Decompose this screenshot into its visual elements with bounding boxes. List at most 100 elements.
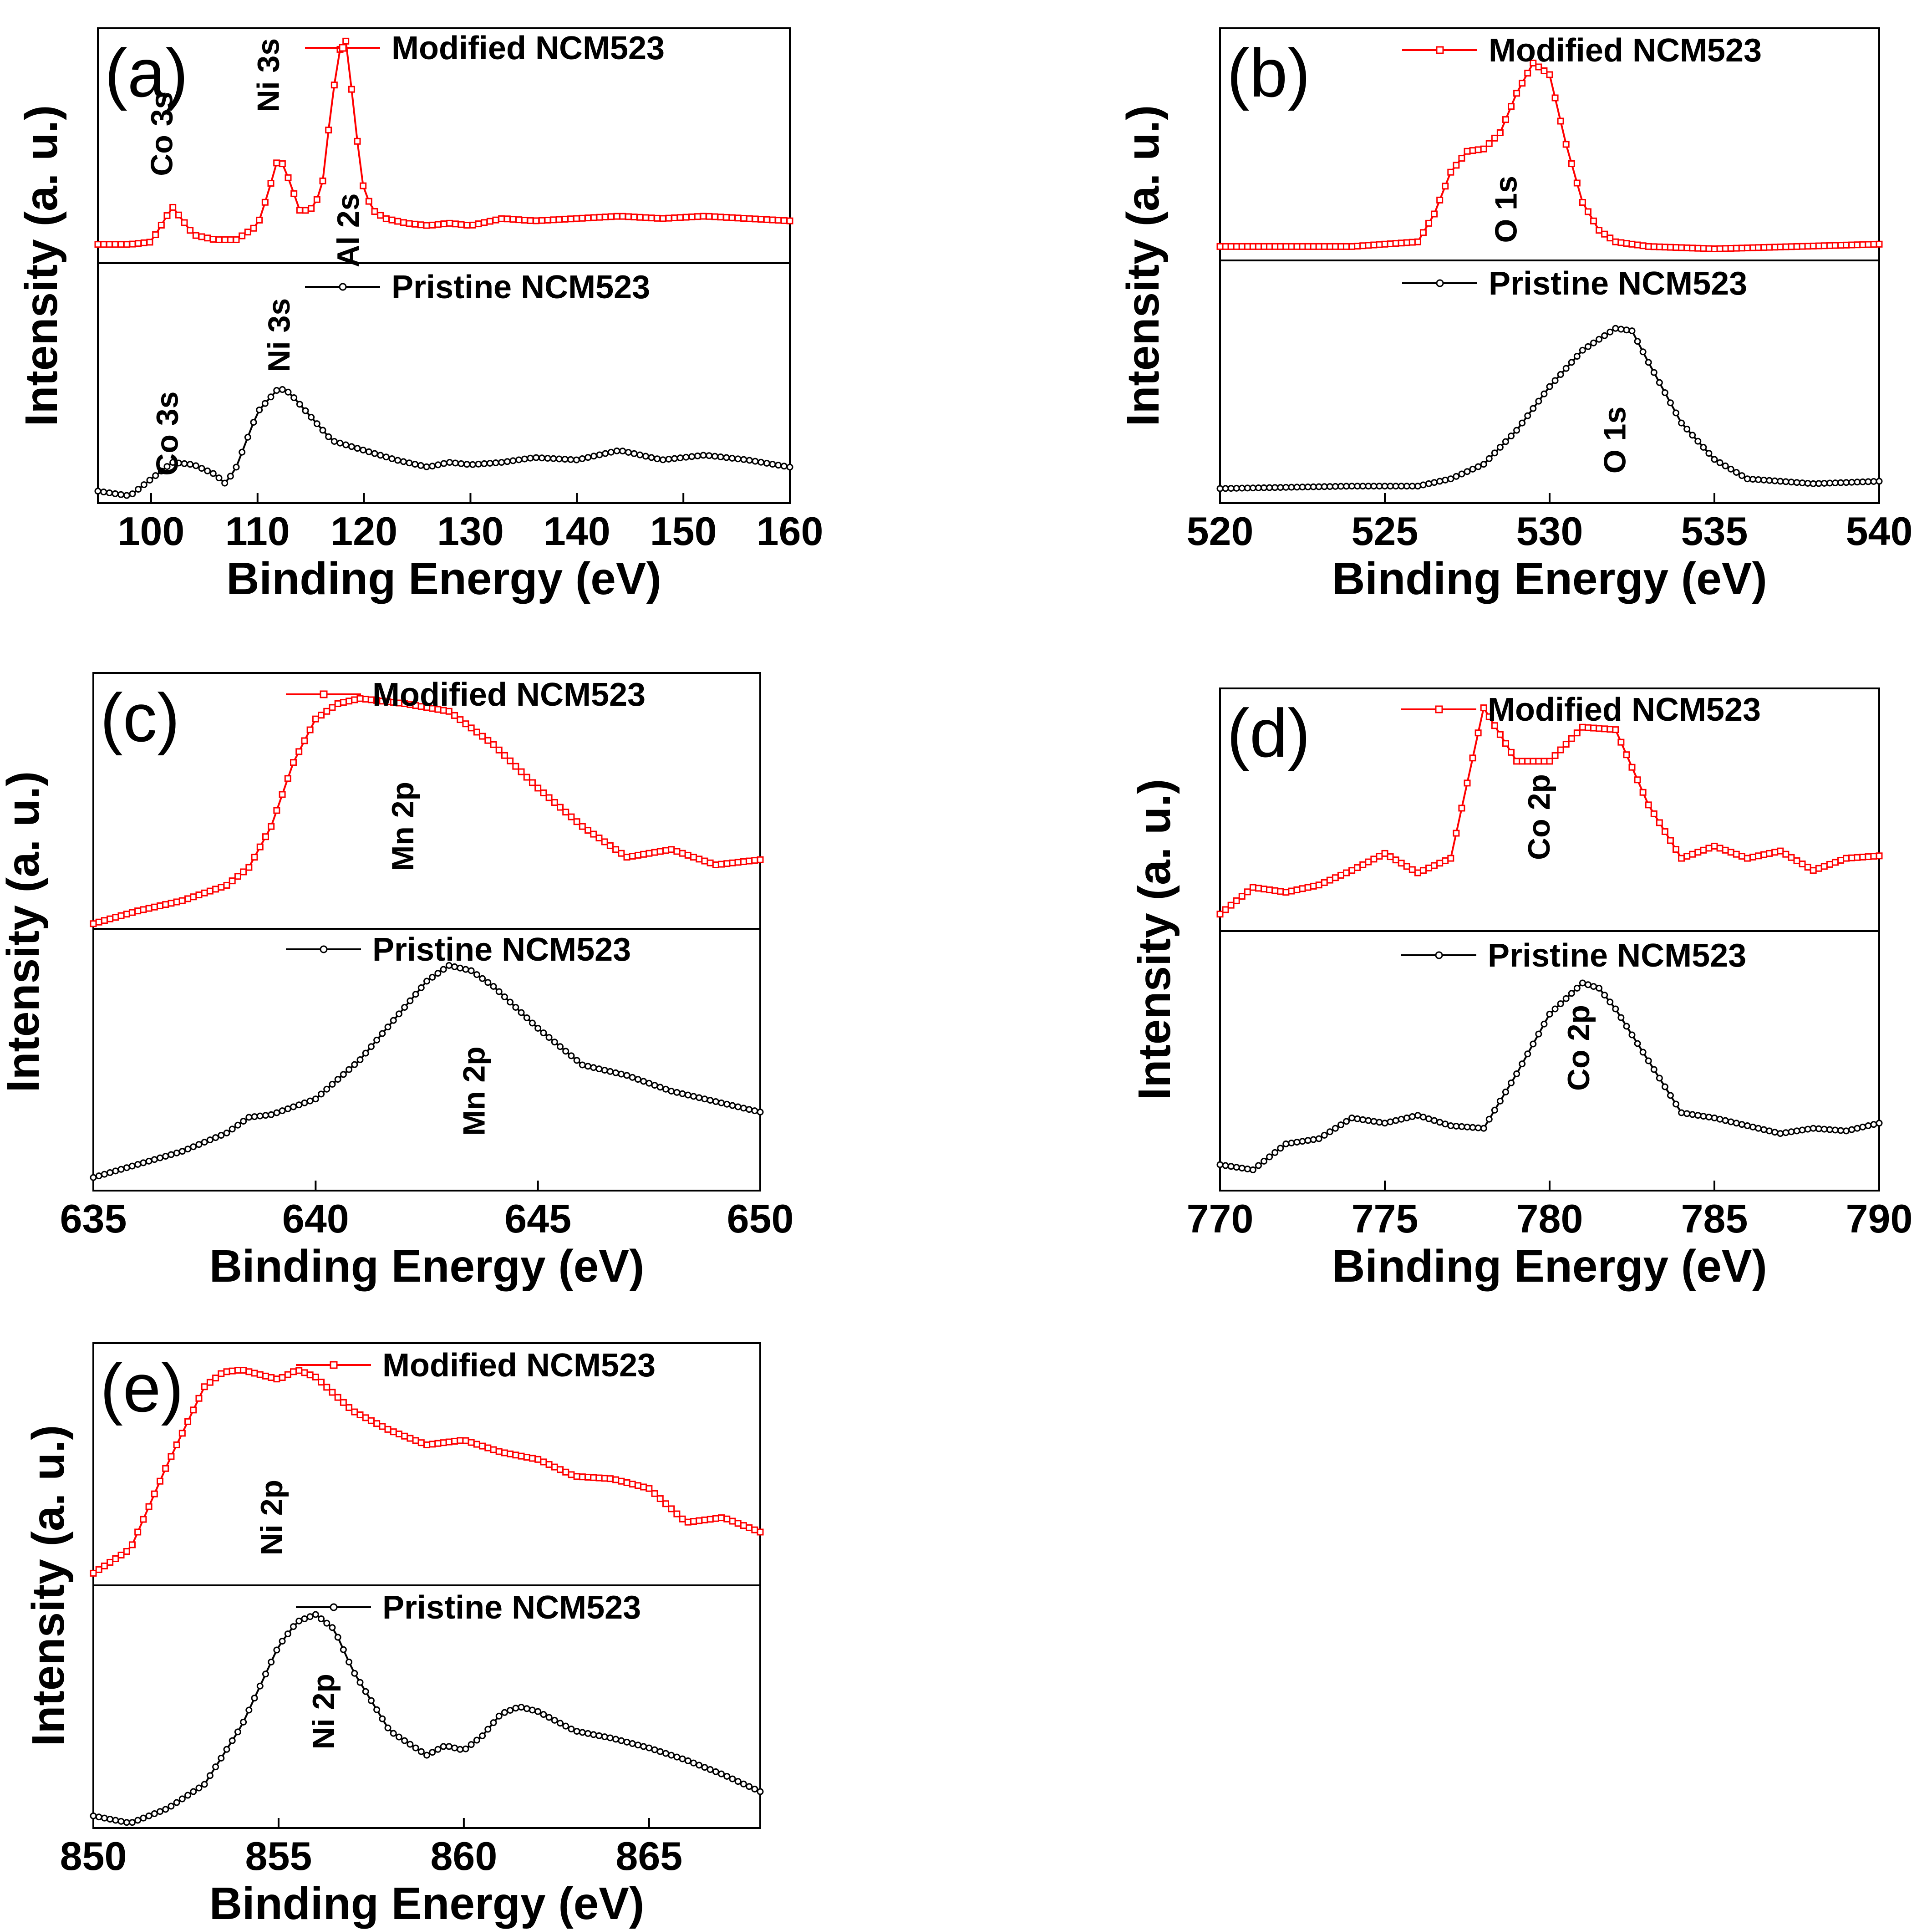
- data-point: [273, 1646, 280, 1654]
- data-point: [640, 1483, 647, 1491]
- data-point: [175, 211, 182, 219]
- data-point: [178, 1148, 186, 1155]
- data-point: [145, 905, 153, 912]
- data-point: [1673, 1100, 1680, 1108]
- data-point: [1744, 244, 1751, 251]
- data-point: [406, 459, 413, 467]
- data-point: [195, 1395, 203, 1402]
- data-point: [676, 454, 684, 462]
- data-point: [1216, 1161, 1224, 1168]
- data-point: [1524, 1050, 1531, 1058]
- data-point: [1502, 740, 1509, 747]
- data-point: [595, 1732, 603, 1739]
- data-point: [1496, 731, 1504, 738]
- data-point: [473, 728, 480, 736]
- series-modified: [90, 1367, 764, 1577]
- data-point: [1831, 1126, 1839, 1134]
- data-point: [1271, 1149, 1279, 1156]
- data-point: [173, 1441, 180, 1448]
- data-point: [233, 236, 240, 243]
- data-point: [1392, 483, 1399, 490]
- data-point: [239, 232, 246, 239]
- data-point: [706, 452, 713, 459]
- data-point: [1244, 888, 1251, 896]
- data-point: [1793, 1127, 1800, 1135]
- data-point: [168, 900, 175, 907]
- data-point: [1831, 859, 1839, 866]
- data-point: [273, 1109, 280, 1116]
- data-point: [1255, 1162, 1262, 1169]
- data-point: [233, 463, 240, 471]
- data-point: [1777, 478, 1784, 485]
- data-point: [728, 214, 736, 221]
- data-point: [163, 463, 171, 470]
- data-point: [1733, 244, 1740, 252]
- data-point: [452, 459, 459, 467]
- data-point: [239, 448, 246, 456]
- data-point: [595, 834, 603, 841]
- data-point: [162, 901, 169, 908]
- data-point: [1502, 1088, 1509, 1095]
- data-point: [786, 217, 793, 224]
- data-point: [1304, 884, 1312, 891]
- data-point: [251, 1695, 258, 1702]
- series-pristine: [1216, 979, 1883, 1173]
- data-point: [740, 858, 747, 865]
- data-point: [545, 1034, 553, 1041]
- data-point: [636, 214, 644, 221]
- data-point: [1854, 1125, 1861, 1132]
- data-point: [1546, 1010, 1553, 1018]
- data-point: [557, 1720, 564, 1727]
- data-point: [1485, 713, 1493, 720]
- data-point: [1431, 479, 1438, 486]
- data-point: [134, 1817, 142, 1824]
- data-point: [1788, 1128, 1795, 1136]
- legend-marker: [330, 1361, 338, 1369]
- data-point: [1601, 332, 1608, 339]
- data-point: [1310, 882, 1317, 890]
- data-point: [290, 190, 298, 197]
- data-point: [1727, 849, 1734, 856]
- data-point: [585, 1473, 592, 1481]
- data-point: [1458, 155, 1465, 162]
- legend-marker: [339, 44, 347, 52]
- data-point: [190, 893, 197, 901]
- data-point: [1519, 419, 1526, 427]
- data-point: [746, 1524, 753, 1531]
- x-tick-label: 120: [330, 509, 397, 554]
- data-point: [1474, 146, 1482, 153]
- data-point: [1249, 884, 1256, 891]
- data-point: [1854, 479, 1861, 486]
- data-point: [1288, 887, 1295, 895]
- data-point: [423, 463, 430, 470]
- data-point: [1673, 244, 1680, 251]
- data-point: [1442, 476, 1449, 484]
- data-point: [1425, 480, 1433, 487]
- data-point: [178, 897, 186, 904]
- data-point: [640, 1743, 647, 1750]
- data-point: [334, 1634, 341, 1641]
- data-point: [1508, 749, 1515, 756]
- data-point: [651, 1746, 658, 1753]
- data-point: [696, 1094, 703, 1101]
- data-point: [329, 1624, 336, 1631]
- legend-marker: [1435, 951, 1443, 959]
- data-point: [1689, 850, 1696, 858]
- data-point: [90, 920, 97, 927]
- peak-label: Co 2p: [1561, 1005, 1596, 1091]
- data-point: [1310, 243, 1317, 250]
- data-point: [401, 1737, 408, 1744]
- data-point: [157, 1808, 163, 1815]
- data-point: [1403, 483, 1410, 490]
- data-point: [1837, 1127, 1845, 1134]
- data-point: [1447, 168, 1454, 176]
- data-point: [640, 1078, 647, 1085]
- data-point: [545, 794, 553, 801]
- data-point: [690, 1759, 697, 1767]
- x-tick-label: 865: [615, 1833, 682, 1879]
- data-point: [1590, 217, 1597, 224]
- data-point: [1612, 325, 1619, 332]
- data-point: [318, 1090, 325, 1098]
- data-point: [463, 461, 471, 468]
- data-point: [1584, 208, 1591, 215]
